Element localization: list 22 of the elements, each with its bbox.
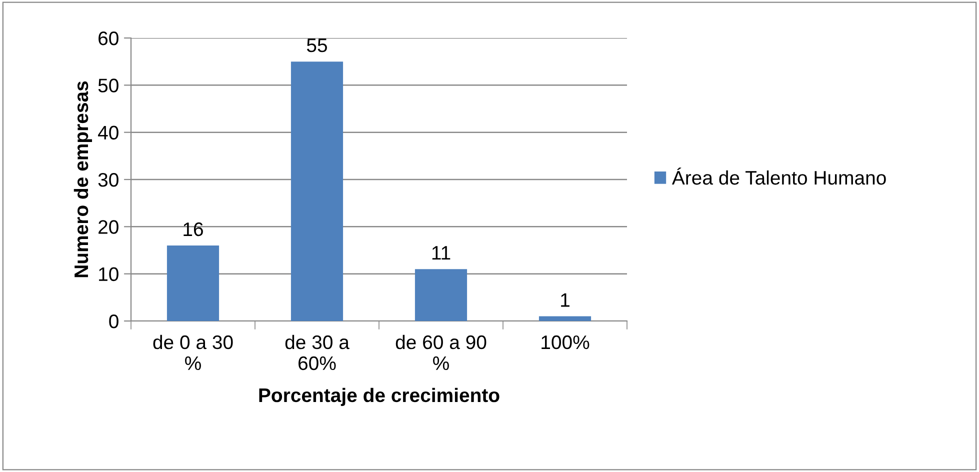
data-label: 55 [306,38,327,52]
x-tick-label: de 0 a 30 % [153,334,233,370]
y-tick-label: 0 [109,314,118,328]
y-tick-label: 60 [98,31,118,46]
x-tick-label: 100% [542,335,590,350]
data-label: 11 [432,246,450,260]
x-tick-label: de 30 a 60% [285,334,350,370]
y-axis-title: Numero de empresas [74,81,92,278]
y-tick-label: 40 [98,126,118,140]
y-tick-label: 50 [98,78,118,92]
y-tick-label: 10 [99,267,118,282]
bar [414,269,468,321]
bar [290,62,344,321]
bar [166,246,220,321]
data-label: 16 [184,222,203,236]
bar [538,316,592,321]
y-tick-label: 30 [98,172,118,187]
x-axis-title: Porcentaje de crecimiento [259,388,500,406]
y-tick-label: 20 [98,220,118,234]
data-label: 1 [561,293,570,307]
x-tick-label: de 60 a 90 % [396,334,486,370]
legend-label: Área de Talento Humano [672,168,886,185]
